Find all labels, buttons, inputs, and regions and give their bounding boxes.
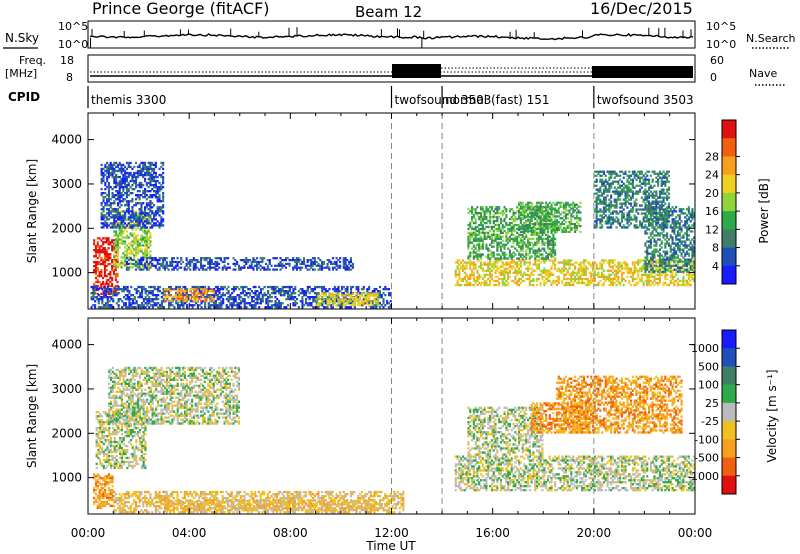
power-colorbar-tick-0: 4 [712,260,719,273]
freq-label-2: [MHz] [5,67,37,80]
velocity-colorbar-segment-2 [722,366,736,385]
noise-tick-left-top: 10^5 [58,20,88,33]
velocity-colorbar-segment-3 [722,384,736,404]
power-colorbar-segment-3 [722,174,736,194]
velocity-ytick-3: 4000 [51,338,82,352]
power-ytick-0: 1000 [51,266,82,280]
cpid-label: CPID [8,90,40,104]
velocity-colorbar-segment-4 [722,402,736,422]
freq-block-twofsound-1 [392,64,441,78]
power-ytick-1: 2000 [51,221,82,235]
velocity-colorbar-tick-3: 25 [705,397,719,410]
noise-panel: N.Sky 10^5 10^0 10^5 10^0 N.Search [3,20,796,51]
velocity-colorbar-tick-1: 500 [698,360,719,373]
time-tick-3: 12:00 [374,526,409,540]
cpid-mode-label-3: twofsound 3503 [597,93,694,107]
power-region-11 [125,257,354,271]
freq-label-1: Freq. [19,54,46,67]
noise-tick-left-bottom: 10^0 [58,38,88,51]
power-colorbar-segment-8 [722,265,736,285]
cpid-mode-label-1: twofsound 3503 [395,93,492,107]
velocity-ytick-0: 1000 [51,471,82,485]
velocity-ylabel: Slant Range [km] [25,364,39,468]
cpid-mode-label-2: normal (fast) 151 [445,93,549,107]
nave-label: Nave [749,67,777,80]
velocity-region-3 [163,499,380,512]
power-colorbar-segment-7 [722,247,736,267]
velocity-colorbar-segment-0 [722,330,736,349]
velocity-region-8 [108,366,240,425]
power-panel: 1000 2000 3000 4000 Slant Range [km] 4 8 12 16… [25,112,771,310]
velocity-colorbar-tick-5: -100 [694,433,719,446]
velocity-panel: 1000 2000 3000 4000 Slant Range [km] 1000 50… [25,317,779,553]
cpid-mode-label-0: themis 3300 [91,93,166,107]
time-tick-6: 00:00 [678,526,713,540]
freq-block-twofsound-2 [592,66,693,78]
power-colorbar-tick-1: 8 [712,242,719,255]
noise-tick-right-bottom: 10^0 [706,38,736,51]
velocity-colorbar-segment-5 [722,421,736,440]
velocity-colorbar-label: Velocity [m s⁻¹] [765,369,779,462]
frequency-panel: Freq. [MHz] 18 8 60 0 Nave [5,54,785,86]
velocity-region-5 [467,406,544,456]
power-region-8 [518,201,582,233]
velocity-region-7 [555,375,683,434]
power-colorbar-tick-3: 16 [705,205,719,218]
time-axis-label: Time UT [365,539,416,553]
power-region-4 [163,288,215,302]
power-ytick-2: 3000 [51,177,82,191]
power-region-2 [100,161,165,229]
velocity-region-0 [93,473,114,509]
velocity-colorbar-segment-8 [722,475,736,495]
noise-trace-line [89,33,694,41]
nave-tick-bottom: 0 [710,71,717,84]
velocity-colorbar-tick-4: -25 [701,415,719,428]
velocity-colorbar-tick-7: -1000 [687,470,719,483]
freq-tick-top: 18 [60,54,74,67]
time-tick-5: 20:00 [577,526,612,540]
velocity-colorbar-tick-6: -500 [694,452,719,465]
power-colorbar-tick-5: 24 [705,169,719,182]
velocity-colorbar-segment-1 [722,348,736,367]
velocity-colorbar-tick-0: 1000 [691,342,719,355]
noise-right-label: N.Search [746,32,796,45]
velocity-colorbar-tick-2: 100 [698,379,719,392]
velocity-ytick-1: 2000 [51,426,82,440]
velocity-colorbar-segment-6 [722,439,736,458]
power-colorbar-segment-5 [722,211,736,230]
power-colorbar-segment-1 [722,138,736,157]
date-title: 16/Dec/2015 [590,0,693,18]
beam-title: Beam 12 [355,3,422,21]
power-region-10 [644,206,696,273]
noise-left-label: N.Sky [5,31,39,45]
velocity-region-4 [454,455,696,492]
power-colorbar-segment-4 [722,192,736,212]
power-colorbar-segment-0 [722,120,736,139]
power-colorbar-segment-2 [722,156,736,175]
power-region-5 [315,292,380,307]
power-colorbar-tick-4: 20 [705,187,719,200]
time-tick-4: 16:00 [475,526,510,540]
time-tick-0: 00:00 [71,526,106,540]
power-colorbar-tick-2: 12 [705,223,719,236]
power-colorbar-tick-6: 28 [705,150,719,163]
time-tick-1: 04:00 [172,526,207,540]
power-colorbar-label: Power [dB] [757,178,771,243]
station-title: Prince George (fitACF) [92,0,270,18]
time-tick-2: 08:00 [273,526,308,540]
power-colorbar-segment-6 [722,229,736,248]
freq-tick-bottom: 8 [66,71,73,84]
velocity-ytick-2: 3000 [51,382,82,396]
velocity-colorbar-segment-7 [722,457,736,477]
nave-tick-top: 60 [710,54,724,67]
power-ylabel: Slant Range [km] [25,159,39,263]
noise-tick-right-top: 10^5 [706,20,736,33]
noise-trace-spikes [90,27,692,48]
power-ytick-3: 4000 [51,133,82,147]
